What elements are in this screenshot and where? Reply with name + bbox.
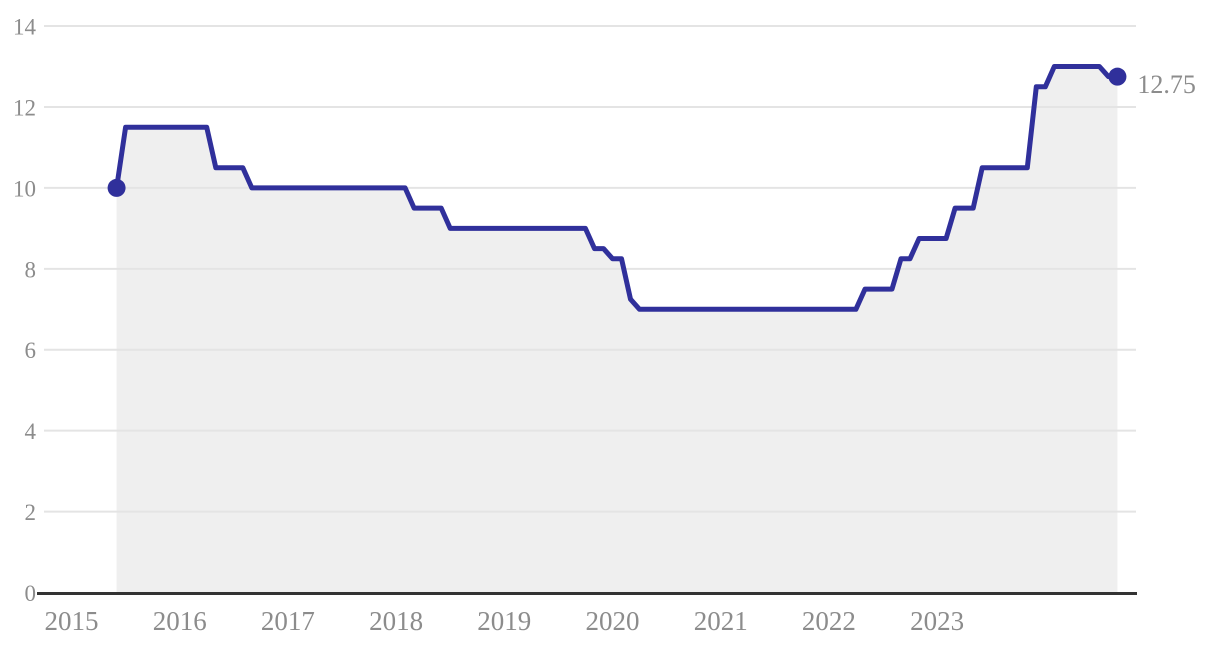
x-tick-label: 2015 (45, 606, 99, 636)
y-tick-label: 8 (25, 257, 37, 282)
x-tick-label: 2023 (910, 606, 964, 636)
x-tick-label: 2019 (477, 606, 531, 636)
x-tick-label: 2018 (369, 606, 423, 636)
end-dot (1108, 67, 1127, 86)
y-tick-label: 2 (25, 500, 37, 525)
area-fill (116, 66, 1118, 593)
y-tick-label: 12 (13, 95, 36, 120)
x-tick-label: 2022 (802, 606, 856, 636)
x-tick-label: 2020 (586, 606, 640, 636)
rate-line (114, 64, 1120, 312)
x-tick-label: 2021 (694, 606, 748, 636)
start-dot (107, 178, 126, 197)
x-tick-label: 2016 (153, 606, 207, 636)
y-tick-label: 0 (25, 581, 37, 606)
x-tick-label: 2017 (261, 606, 315, 636)
y-tick-label: 6 (25, 338, 37, 363)
y-tick-label: 10 (13, 176, 36, 201)
end-value-label: 12.75 (1137, 69, 1196, 99)
y-tick-label: 4 (25, 419, 37, 444)
y-tick-label: 14 (13, 15, 37, 40)
